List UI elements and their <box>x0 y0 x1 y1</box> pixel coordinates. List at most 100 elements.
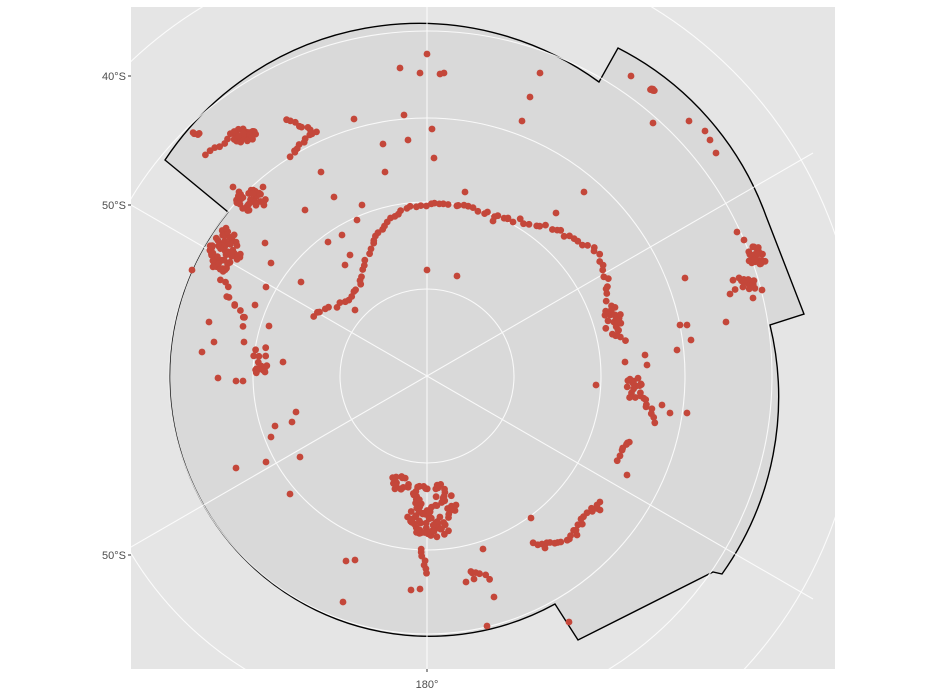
sample-point <box>209 257 217 265</box>
sample-point <box>236 250 244 258</box>
sample-point <box>338 231 346 239</box>
sample-point <box>509 218 517 226</box>
sample-point <box>745 285 753 293</box>
sample-point <box>262 283 270 291</box>
sample-point <box>613 457 621 465</box>
sample-point <box>573 531 581 539</box>
sample-point <box>439 495 447 503</box>
sample-point <box>643 361 651 369</box>
sample-point <box>341 261 349 269</box>
sample-point <box>297 278 305 286</box>
sample-point <box>396 64 404 72</box>
sample-point <box>262 352 270 360</box>
sample-point <box>641 351 649 359</box>
sample-point <box>298 123 305 131</box>
sample-point <box>428 125 436 133</box>
sample-point <box>261 368 269 376</box>
sample-point <box>482 571 490 579</box>
sample-point <box>651 419 659 427</box>
sample-point <box>361 256 369 264</box>
sample-point <box>243 137 251 145</box>
sample-point <box>234 192 242 200</box>
sample-point <box>754 250 761 258</box>
sample-point <box>239 377 247 385</box>
sample-point <box>622 337 629 344</box>
sample-point <box>706 136 714 144</box>
sample-point <box>462 578 470 586</box>
sample-point <box>407 515 415 523</box>
sample-point <box>239 323 247 330</box>
sample-point <box>325 303 332 311</box>
sample-point <box>676 321 684 329</box>
sample-point <box>578 520 586 528</box>
sample-point <box>296 453 304 461</box>
sample-point <box>409 490 417 497</box>
sample-point <box>602 324 610 332</box>
sample-point <box>421 529 429 536</box>
sample-point <box>255 189 263 197</box>
sample-point <box>415 526 422 533</box>
sample-point <box>381 168 389 176</box>
sample-point <box>430 154 438 162</box>
sample-point <box>433 533 441 541</box>
sample-point <box>609 330 616 338</box>
sample-point <box>267 433 275 441</box>
sample-point <box>474 207 482 215</box>
sample-point <box>599 266 607 274</box>
sample-point <box>422 485 430 492</box>
sample-point <box>673 346 681 354</box>
sample-point <box>342 557 350 565</box>
sample-point <box>262 458 270 466</box>
sample-point <box>259 183 267 191</box>
sample-point <box>423 50 431 58</box>
sample-point <box>232 377 240 385</box>
sample-point <box>758 286 766 294</box>
sample-point <box>374 229 382 237</box>
sample-point <box>604 275 612 282</box>
sample-point <box>339 598 347 606</box>
sample-point <box>214 253 221 260</box>
sample-point <box>224 249 232 257</box>
sample-point <box>262 344 270 352</box>
sample-point <box>749 243 757 251</box>
sample-point <box>580 188 588 196</box>
sample-point <box>416 69 424 77</box>
sample-point <box>647 86 654 93</box>
sample-point <box>301 206 309 214</box>
sample-point <box>217 245 224 253</box>
sample-point <box>316 308 323 316</box>
sample-point <box>367 245 375 253</box>
sample-point <box>504 214 512 222</box>
sample-point <box>603 290 611 297</box>
sample-point <box>565 618 573 626</box>
sample-point <box>212 234 220 242</box>
sample-point <box>398 474 406 482</box>
sample-point <box>392 481 400 488</box>
sample-point <box>642 396 650 403</box>
sample-point <box>642 403 650 411</box>
sample-point <box>749 294 757 302</box>
sample-point <box>445 527 452 535</box>
sample-point <box>208 243 216 251</box>
latitude-label: 50°S <box>102 550 126 562</box>
sample-point <box>722 318 730 326</box>
sample-point <box>416 585 424 593</box>
sample-point <box>251 301 259 309</box>
sample-point <box>217 276 224 284</box>
sample-point <box>350 115 358 123</box>
sample-point <box>358 273 365 281</box>
sample-point <box>599 261 607 269</box>
sample-point <box>353 216 361 224</box>
sample-point <box>623 471 631 479</box>
sample-point <box>245 200 253 208</box>
sample-point <box>415 496 423 503</box>
sample-point <box>216 143 224 151</box>
sample-point <box>593 501 601 509</box>
sample-point <box>650 414 658 421</box>
sample-point <box>233 256 241 263</box>
sample-point <box>557 538 565 546</box>
sample-point <box>260 198 268 206</box>
sample-point <box>230 128 238 135</box>
sample-point <box>436 513 444 521</box>
sample-point <box>604 317 612 325</box>
